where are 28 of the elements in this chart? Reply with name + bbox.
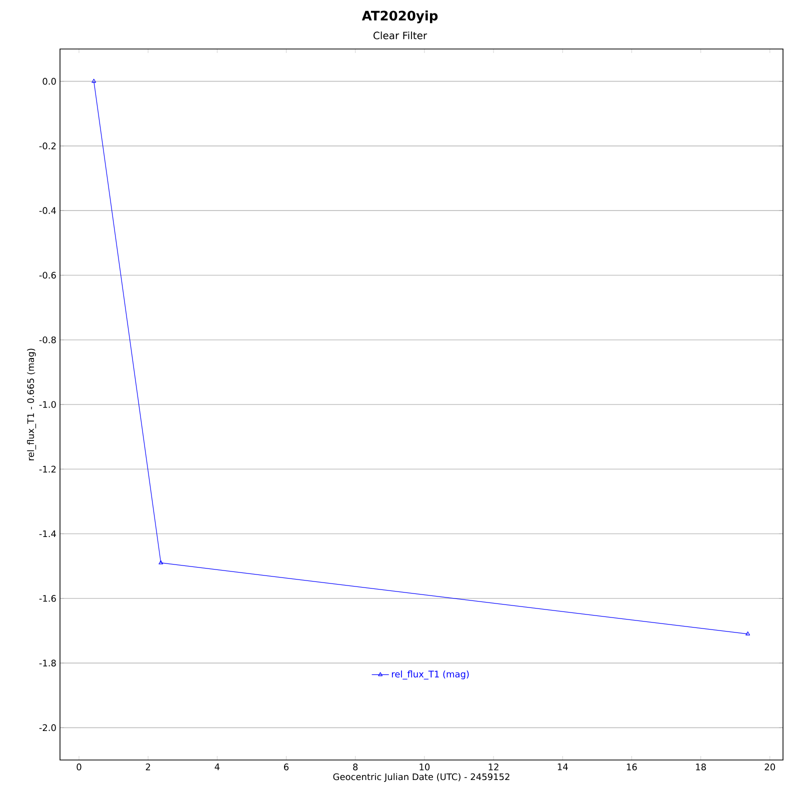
y-tick-label: -1.0 <box>39 401 56 408</box>
x-tick-label: 18 <box>696 764 706 770</box>
y-tick-label: -1.8 <box>39 660 56 666</box>
y-axis-title: rel_flux_T1 - 0.665 (mag) <box>27 348 36 460</box>
y-tick-label: -0.2 <box>39 142 56 150</box>
x-tick-label: 6 <box>284 764 289 770</box>
y-tick-label: -0.4 <box>39 207 56 214</box>
chart-title: AT2020yip <box>362 10 438 24</box>
y-tick-label: -0.6 <box>39 272 56 279</box>
x-tick-label: 2 <box>146 764 150 770</box>
x-axis-title: Geocentric Julian Date (UTC) - 2459152 <box>333 773 510 782</box>
y-tick-label: -1.6 <box>39 595 56 602</box>
legend-label: rel_flux_T1 (mag) <box>392 670 469 680</box>
x-tick-label: 20 <box>764 764 776 770</box>
x-tick-label: 12 <box>488 764 498 770</box>
x-tick-label: 4 <box>214 764 220 770</box>
point <box>158 560 164 564</box>
y-tick-label: -0.8 <box>39 336 56 344</box>
x-tick-label: 8 <box>353 764 358 770</box>
y-tick-label: -1.2 <box>39 466 56 472</box>
y-tick-label: 0.0 <box>42 78 56 85</box>
x-tick-label: 16 <box>626 764 637 770</box>
x-tick-label: 10 <box>420 764 430 770</box>
y-tick-label: -1.4 <box>39 530 56 538</box>
y-tick-label: -2.0 <box>39 724 56 732</box>
x-tick-label: 14 <box>558 764 568 770</box>
chart-subtitle: Clear Filter <box>374 32 428 40</box>
x-tick-label: 0 <box>76 764 82 770</box>
